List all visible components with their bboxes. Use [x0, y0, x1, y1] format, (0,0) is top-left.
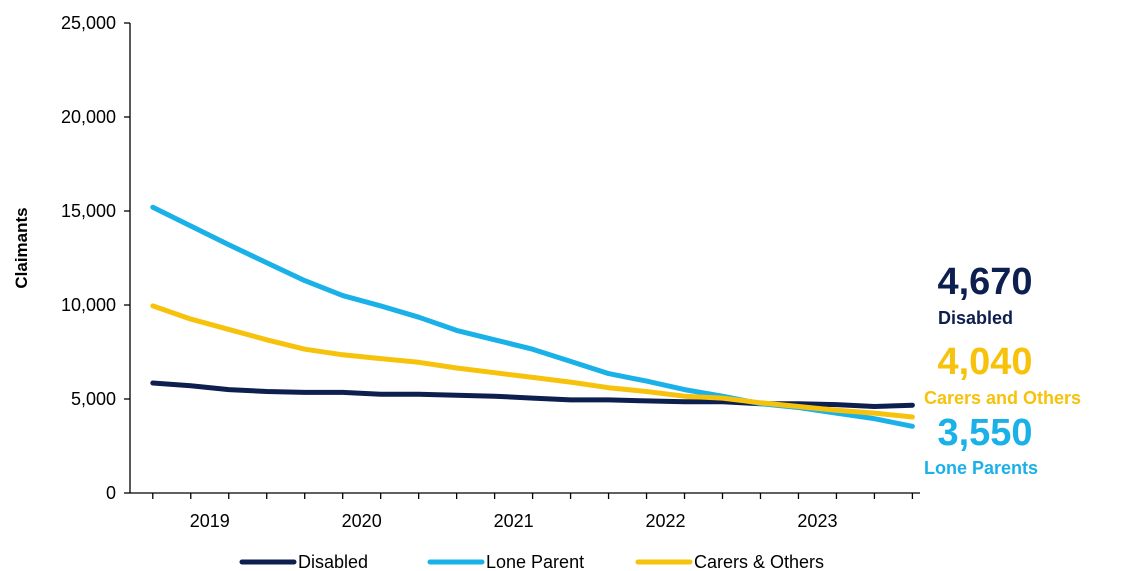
- y-tick-label: 15,000: [61, 201, 116, 221]
- axes: [129, 23, 920, 494]
- legend-label: Disabled: [298, 552, 368, 571]
- y-tick-label: 25,000: [61, 13, 116, 33]
- x-ticks: 2019 2020 2021 2022 2023: [152, 493, 914, 531]
- x-tick-label: 2019: [190, 511, 230, 531]
- end-series-label: Lone Parents: [924, 458, 1038, 478]
- legend-label: Lone Parent: [486, 552, 584, 571]
- series-layer: [150, 204, 915, 429]
- end-value-label: 4,040: [937, 341, 1032, 383]
- end-value-label: 4,670: [937, 261, 1032, 303]
- y-ticks: 0 5,000 10,000 15,000 20,000 25,000: [61, 13, 130, 503]
- end-value-label: 3,550: [937, 412, 1032, 454]
- legend-label: Carers & Others: [694, 552, 824, 571]
- legend: Disabled Lone Parent Carers & Others: [239, 552, 824, 571]
- y-tick-label: 5,000: [71, 389, 116, 409]
- end-series-label: Carers and Others: [924, 388, 1081, 408]
- end-series-label: Disabled: [938, 308, 1013, 328]
- end-labels: 4,670 Disabled 4,040 Carers and Others 3,550…: [924, 261, 1081, 478]
- y-tick-label: 10,000: [61, 295, 116, 315]
- x-tick-label: 2021: [494, 511, 534, 531]
- y-tick-label: 20,000: [61, 107, 116, 127]
- x-tick-label: 2023: [797, 511, 837, 531]
- series-line-disabled: [150, 380, 915, 409]
- x-tick-label: 2022: [646, 511, 686, 531]
- series-line-carers-others: [150, 303, 915, 420]
- y-tick-label: 0: [106, 483, 116, 503]
- y-axis-label: Claimants: [12, 207, 31, 288]
- x-tick-label: 2020: [342, 511, 382, 531]
